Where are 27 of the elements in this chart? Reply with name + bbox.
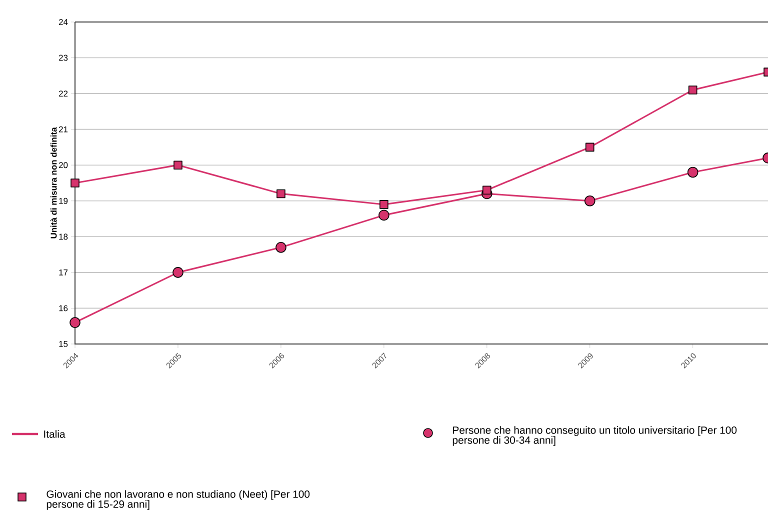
point <box>585 142 594 152</box>
y-tick-label: 23 <box>58 54 68 61</box>
point <box>584 195 596 206</box>
point <box>687 166 698 178</box>
point <box>172 267 184 278</box>
legend-label: Persone che hanno conseguito un titolo universitario [Per 100 persone di 30-34 anni] <box>452 426 737 446</box>
point <box>276 242 286 253</box>
point <box>380 200 388 209</box>
y-tick-label: 18 <box>59 234 68 240</box>
point <box>70 178 80 188</box>
legend-title: Italia <box>44 430 66 438</box>
y-axis-title: Unità di misura non definita <box>50 127 57 238</box>
point <box>70 317 80 328</box>
legend-label: Giovani che non lavorano e non studiano (Neet) [Per 100 persone di 15-29 anni] <box>46 490 310 510</box>
y-tick-label: 19 <box>59 198 68 204</box>
point <box>174 160 182 170</box>
y-tick-label: 24 <box>58 19 68 25</box>
y-tick-label: 17 <box>59 270 68 276</box>
point <box>276 189 286 198</box>
y-tick-label: 21 <box>58 126 68 132</box>
y-tick-label: 22 <box>58 90 68 96</box>
point <box>688 86 698 94</box>
y-tick-label: 20 <box>58 162 68 168</box>
y-tick-label: 15 <box>59 341 68 347</box>
point <box>378 210 390 221</box>
y-tick-label: 16 <box>59 305 68 312</box>
point <box>482 186 492 195</box>
